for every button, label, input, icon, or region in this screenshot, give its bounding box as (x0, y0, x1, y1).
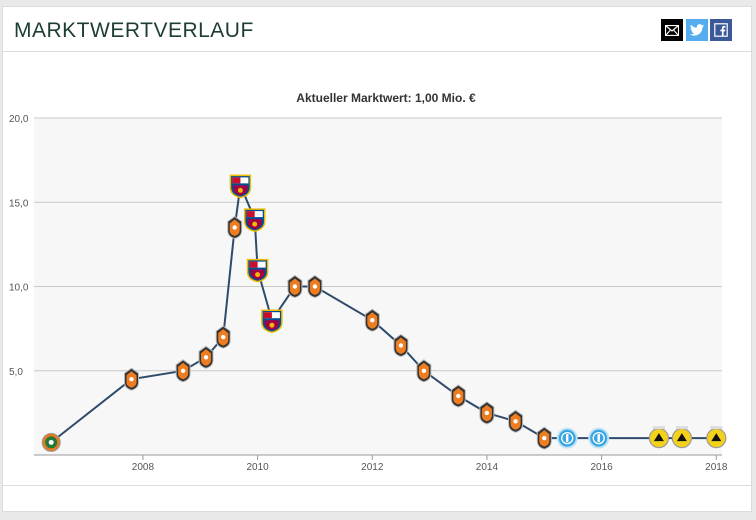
y-tick-label: 10,0 (9, 283, 29, 294)
y-tick-label: 5,0 (9, 367, 23, 378)
club-crest-yellow-icon[interactable] (648, 426, 670, 449)
club-crest-orange-icon[interactable] (215, 325, 231, 349)
x-axis: 2008 2010 2012 2014 2016 2018 (132, 455, 728, 473)
card-header: MARKTWERTVERLAUF (3, 7, 751, 52)
club-crest-orange-icon[interactable] (287, 274, 303, 299)
club-crest-barcelona-icon[interactable] (261, 309, 283, 333)
grid-lines (34, 117, 722, 456)
card-footer (3, 485, 751, 511)
twitter-icon (690, 24, 704, 36)
club-crest-orange-icon[interactable] (307, 274, 323, 299)
club-crest-orange-icon[interactable] (508, 409, 524, 433)
mail-icon (665, 24, 679, 36)
club-crest-lightblue-icon[interactable] (588, 427, 610, 449)
data-points (41, 174, 727, 452)
share-mail-button[interactable] (661, 19, 683, 41)
x-tick-label: 2010 (246, 462, 269, 473)
club-crest-green-icon[interactable] (41, 432, 61, 452)
club-crest-barcelona-icon[interactable] (229, 174, 252, 199)
club-crest-orange-icon[interactable] (198, 345, 214, 369)
x-tick-label: 2008 (132, 462, 155, 473)
club-crest-orange-icon[interactable] (227, 215, 243, 240)
club-crest-orange-icon[interactable] (393, 333, 409, 358)
y-tick-label: 20,0 (9, 114, 29, 125)
x-tick-label: 2018 (705, 462, 728, 473)
club-crest-orange-icon[interactable] (479, 401, 495, 425)
club-crest-yellow-icon[interactable] (706, 426, 727, 449)
x-tick-label: 2014 (476, 462, 499, 473)
facebook-icon (714, 23, 728, 37)
club-crest-lightblue-icon[interactable] (556, 427, 578, 449)
widget-title: MARKTWERTVERLAUF (14, 19, 254, 42)
club-crest-barcelona-icon[interactable] (243, 208, 266, 232)
club-crest-orange-icon[interactable] (536, 426, 552, 450)
club-crest-orange-icon[interactable] (450, 384, 466, 408)
club-crest-orange-icon[interactable] (175, 359, 191, 383)
club-crest-orange-icon[interactable] (124, 367, 139, 391)
club-crest-barcelona-icon[interactable] (246, 258, 269, 283)
y-axis: 5,0 10,0 15,0 20,0 (9, 114, 29, 378)
club-crest-yellow-icon[interactable] (671, 426, 693, 449)
share-facebook-button[interactable] (710, 19, 732, 41)
share-twitter-button[interactable] (686, 19, 708, 41)
x-tick-label: 2012 (361, 462, 384, 473)
club-crest-orange-icon[interactable] (416, 359, 432, 383)
x-tick-label: 2016 (590, 462, 613, 473)
chart-title: Aktueller Marktwert: 1,00 Mio. € (296, 91, 476, 105)
y-tick-label: 15,0 (9, 198, 29, 209)
club-crest-orange-icon[interactable] (364, 308, 380, 332)
